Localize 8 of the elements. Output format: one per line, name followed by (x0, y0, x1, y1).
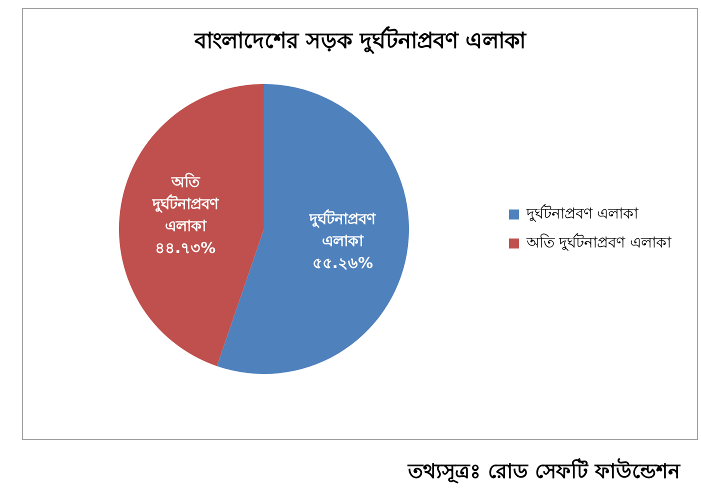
text: তথ্যসূত্রঃ রোড সেফটি ফাউন্ডেশন (406, 457, 680, 486)
slice-label: অতি দুর্ঘটনাপ্রবণ এলাকা (151, 172, 220, 235)
data-label: ৪৪.৭৩% (154, 238, 216, 257)
data-label: ৫৫.২৬% (312, 254, 374, 272)
legend-label: দুর্ঘটনাপ্রবণ এলাকা (525, 204, 640, 222)
legend-label: অতি দুর্ঘটনাপ্রবণ এলাকা (525, 233, 672, 252)
chart-title: বাংলাদেশের সড়ক দুর্ঘটনাপ্রবণ এলাকা (192, 25, 528, 56)
slice-label: দুর্ঘটনাপ্রবণ এলাকা (308, 209, 377, 250)
